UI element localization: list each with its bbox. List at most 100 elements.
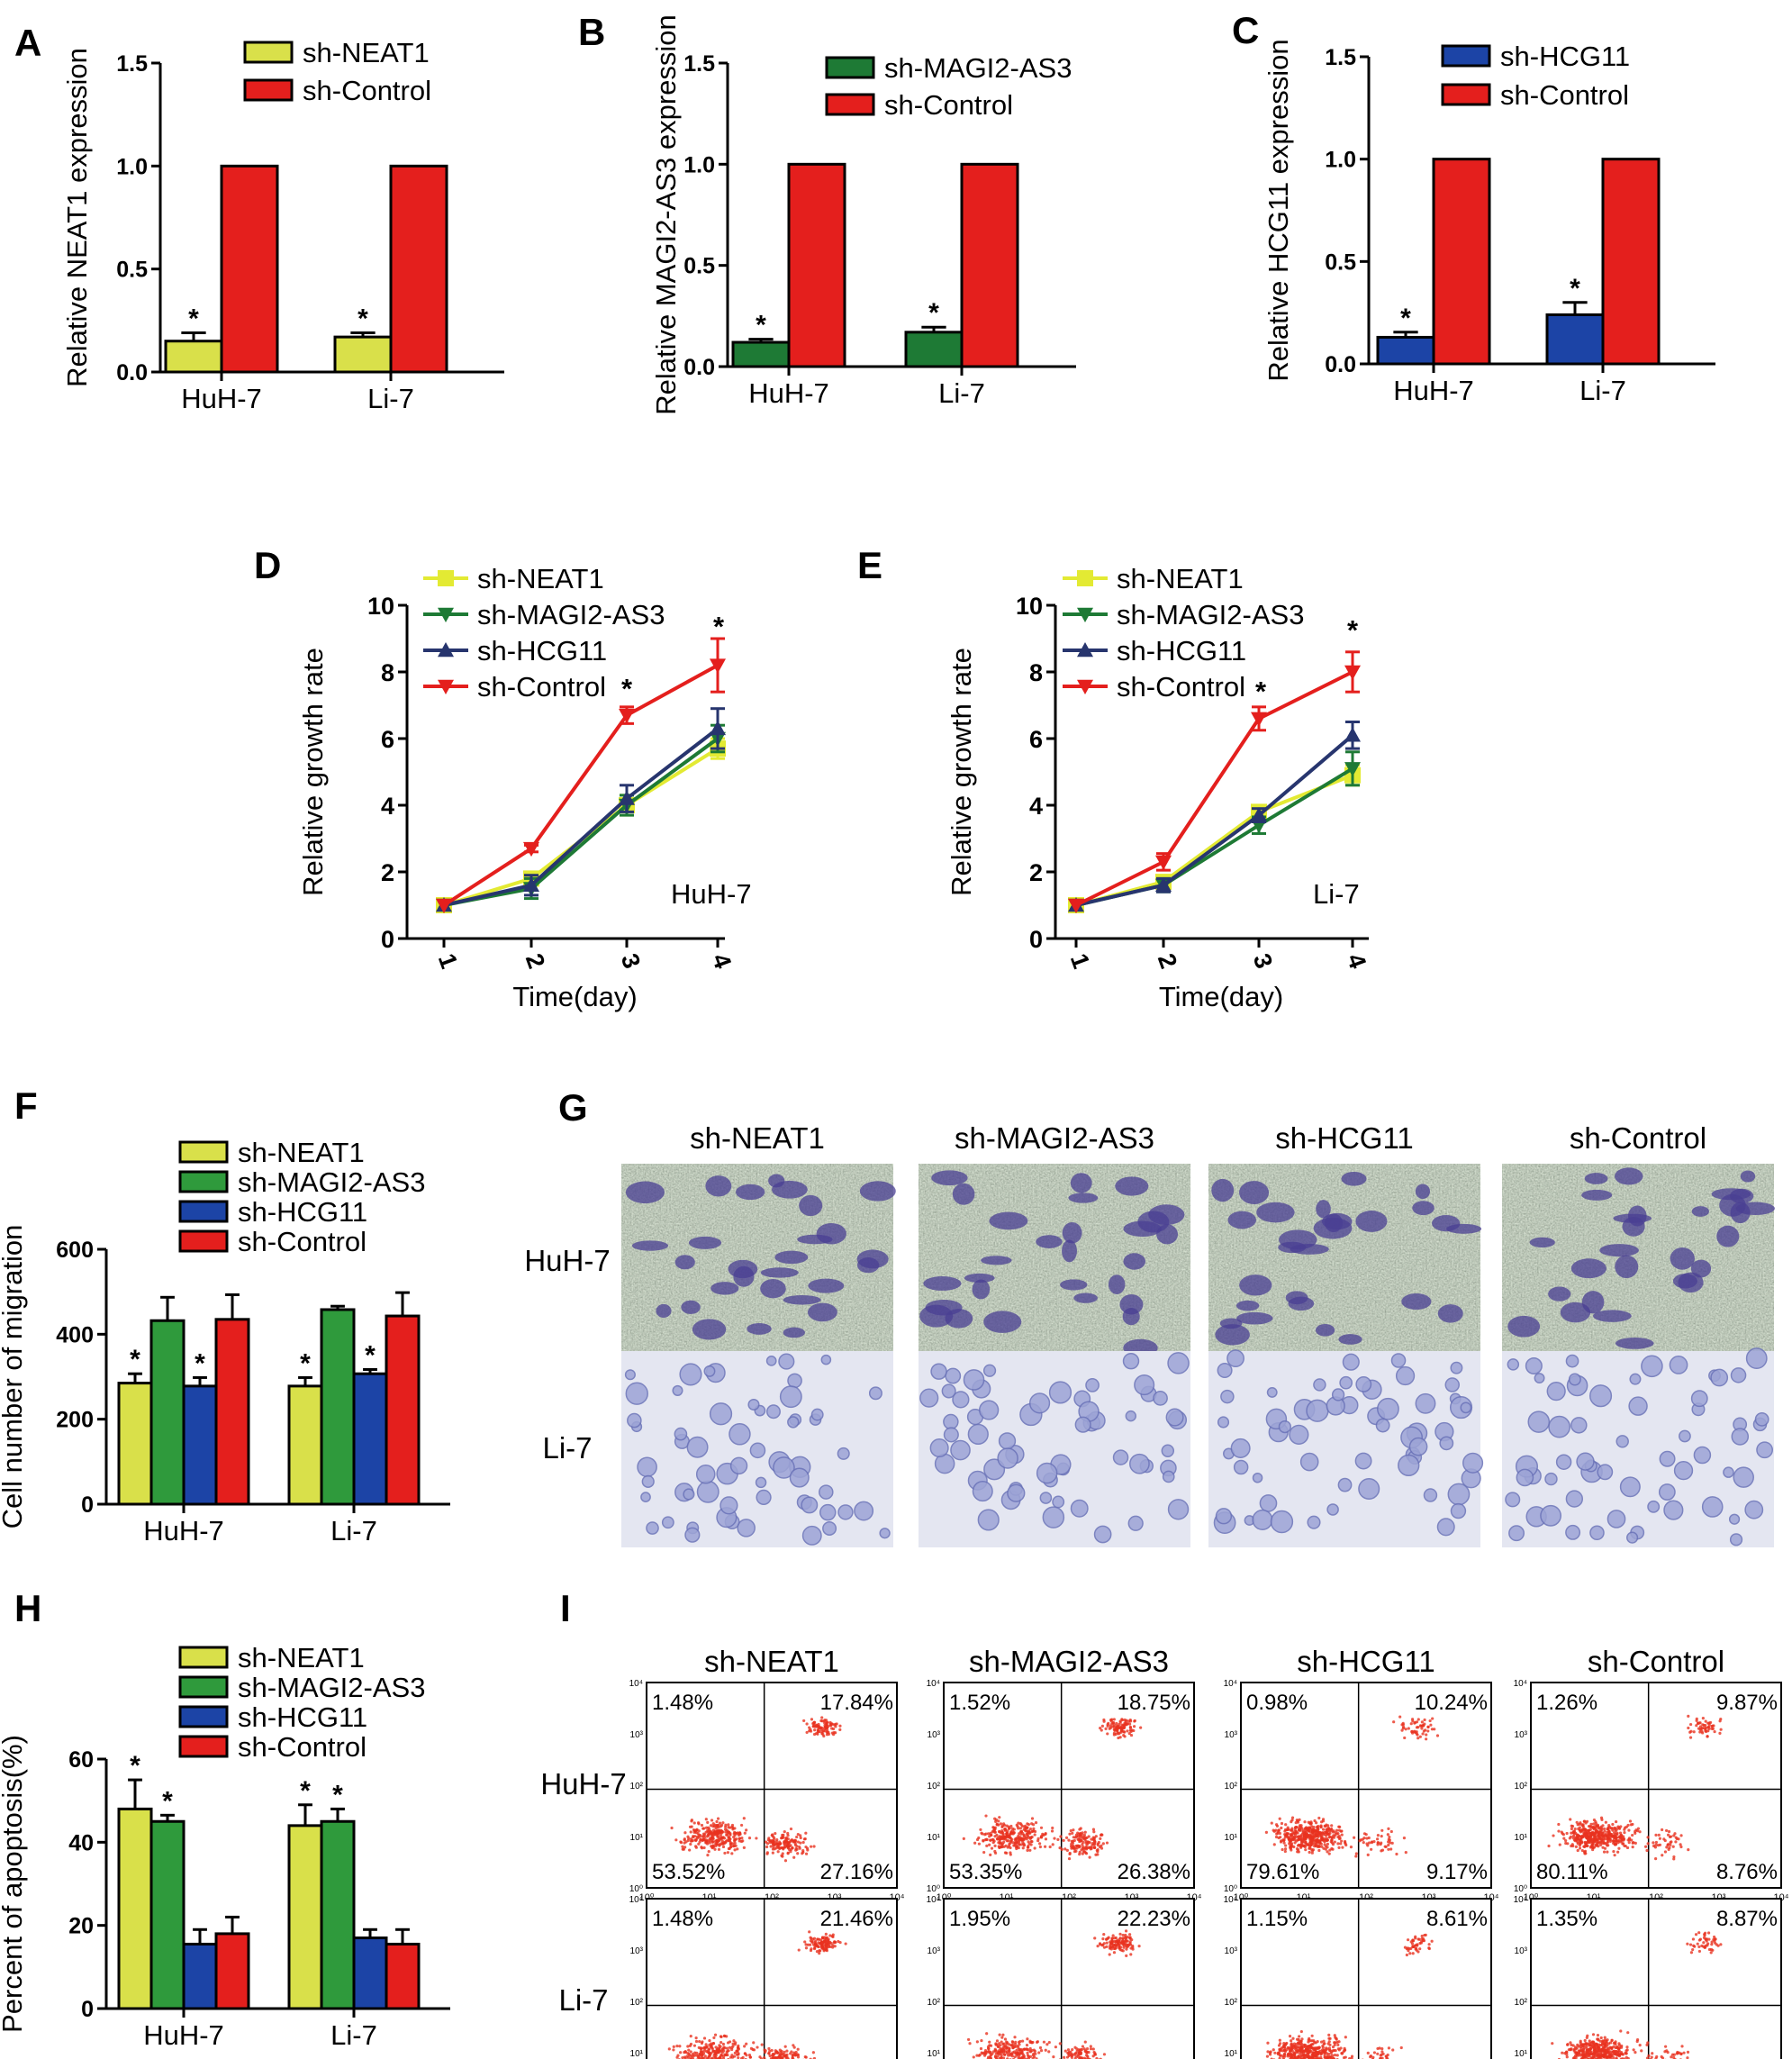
legend-swatch [178, 1646, 229, 1669]
flow-y-tick-label: 10¹ [630, 2049, 644, 2059]
event-dot [1333, 2054, 1337, 2057]
event-dot [1056, 1837, 1060, 1841]
event-dot [1015, 1846, 1018, 1851]
migrated-cell [692, 1319, 727, 1340]
event-dot [1342, 2056, 1346, 2059]
event-dot [813, 1944, 817, 1947]
event-dot [1300, 2037, 1304, 2041]
migrated-cell [1570, 1258, 1606, 1279]
event-dot [771, 1851, 774, 1855]
event-dot [1000, 2054, 1003, 2057]
bar [787, 162, 846, 368]
event-dot [1416, 1937, 1420, 1941]
stained-cell [1326, 1503, 1339, 1516]
stained-cell [1728, 1513, 1741, 1525]
event-dot [1343, 2048, 1346, 2052]
marker [619, 790, 635, 805]
event-dot [1129, 1729, 1133, 1733]
event-dot [1622, 1837, 1625, 1840]
stained-cell [1307, 1515, 1321, 1529]
event-dot [1339, 2046, 1343, 2050]
stained-cell [941, 1383, 956, 1399]
event-dot [1702, 1936, 1706, 1939]
event-dot [1100, 1728, 1103, 1732]
significance-star: * [130, 1751, 140, 1781]
event-dot [1689, 1951, 1694, 1955]
event-dot [1310, 1825, 1314, 1828]
event-dot [707, 1828, 711, 1831]
event-dot [1313, 1845, 1317, 1848]
event-dot [1005, 2040, 1009, 2044]
event-dot [724, 1823, 728, 1827]
legend-label: sh-Control [477, 671, 606, 703]
event-dot [1569, 2047, 1572, 2051]
y-tick-label: 1.5 [116, 51, 148, 77]
stained-cell [1701, 1496, 1724, 1518]
stained-cell [1450, 1361, 1463, 1374]
stained-cell [779, 1385, 802, 1409]
quadrant-upper-right: 8.61% [1426, 1907, 1488, 1931]
event-dot [1426, 1729, 1430, 1733]
event-dot [1372, 1840, 1376, 1844]
event-dot [1387, 1847, 1390, 1851]
event-dot [1009, 1824, 1013, 1828]
marker [1344, 727, 1361, 742]
event-dot [1691, 1937, 1696, 1941]
event-dot [986, 1832, 991, 1836]
event-dot [980, 2051, 983, 2054]
event-dot [1019, 1838, 1024, 1842]
event-dot [792, 1855, 796, 1859]
event-dot [1296, 1844, 1300, 1847]
marker [438, 679, 454, 694]
event-dot [1331, 1847, 1335, 1851]
stained-cell [1230, 1438, 1251, 1458]
event-dot [1597, 1845, 1600, 1848]
event-dot [1018, 2039, 1022, 2044]
event-dot [1068, 1851, 1072, 1855]
event-dot [1697, 1949, 1702, 1954]
event-dot [1634, 1829, 1637, 1833]
bar [731, 340, 791, 368]
event-dot [710, 2046, 714, 2051]
event-dot [1415, 1726, 1419, 1729]
event-dot [716, 1817, 720, 1820]
migrated-cell [1548, 1286, 1571, 1302]
event-dot [743, 1831, 747, 1835]
event-dot [1577, 1827, 1580, 1831]
event-dot [1080, 1835, 1083, 1838]
stained-cell [1729, 1533, 1743, 1547]
quadrant-upper-left: 1.52% [949, 1691, 1010, 1715]
event-dot [1406, 1938, 1410, 1942]
y-axis-label: Relative growth rate [297, 648, 329, 896]
marker [523, 876, 539, 892]
event-dot [805, 1730, 809, 1735]
event-dot [825, 1948, 828, 1952]
event-dot [1588, 1839, 1591, 1843]
event-dot [1110, 1937, 1114, 1940]
event-dot [1586, 2049, 1589, 2054]
event-dot [768, 2054, 772, 2058]
event-dot [1282, 2044, 1286, 2047]
event-dot [1000, 1825, 1004, 1829]
x-tick-label: HuH-7 [748, 377, 829, 409]
event-dot [1078, 1850, 1082, 1854]
stained-cell [943, 1413, 959, 1430]
event-dot [980, 2038, 983, 2043]
stained-cell [1733, 1466, 1754, 1488]
event-dot [1671, 1845, 1675, 1848]
flow-column-label: sh-Control [1588, 1645, 1724, 1678]
event-dot [1699, 1728, 1703, 1731]
event-dot [1379, 1843, 1382, 1846]
event-dot [1322, 2048, 1326, 2052]
event-dot [730, 1852, 734, 1855]
significance-star: * [130, 1345, 140, 1374]
stained-cell [1270, 1510, 1294, 1534]
event-dot [1627, 1841, 1631, 1845]
event-dot [828, 1934, 832, 1937]
stained-cell [819, 1484, 834, 1500]
event-dot [1328, 2036, 1332, 2040]
event-dot [802, 1719, 806, 1723]
legend-label: sh-Control [238, 1226, 367, 1257]
flow-row-label: HuH-7 [540, 1767, 626, 1800]
